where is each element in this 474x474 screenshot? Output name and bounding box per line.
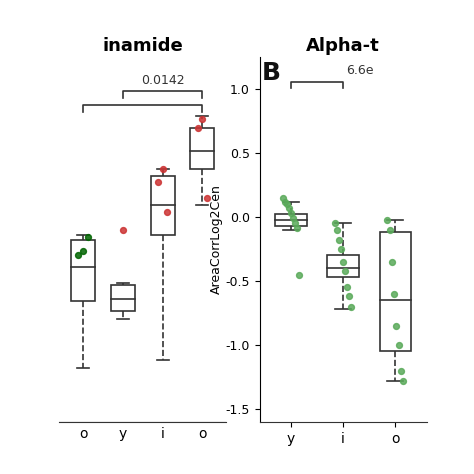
Point (337, 245, 345, 253)
Point (333, 226, 341, 234)
Point (295, 271, 302, 278)
Point (395, 341, 402, 349)
Y-axis label: AreaCorrLog2Cen: AreaCorrLog2Cen (210, 184, 223, 294)
Text: 0.0142: 0.0142 (141, 74, 184, 87)
Point (339, 258, 347, 265)
Bar (71, 240, 95, 301)
Point (74, 251, 82, 258)
Point (154, 178, 162, 185)
Text: 6.6e: 6.6e (346, 64, 373, 77)
Point (343, 283, 351, 291)
Bar (380, 232, 411, 351)
Point (164, 208, 171, 216)
Point (287, 210, 295, 217)
Point (341, 267, 349, 274)
Bar (151, 176, 174, 235)
Point (289, 214, 297, 222)
Point (84, 233, 91, 240)
Point (279, 194, 287, 201)
Point (383, 216, 391, 223)
Point (79, 247, 87, 255)
Point (392, 322, 400, 329)
Point (159, 165, 166, 173)
Point (281, 198, 289, 205)
Point (399, 377, 407, 385)
Point (119, 226, 127, 233)
Point (388, 258, 396, 265)
Title: Alpha-t: Alpha-t (306, 37, 380, 55)
Point (291, 219, 299, 227)
Point (194, 124, 201, 132)
Text: B: B (262, 61, 281, 85)
Point (345, 292, 353, 300)
Point (203, 194, 211, 201)
Title: inamide: inamide (102, 37, 183, 55)
Bar (328, 255, 359, 277)
Point (397, 367, 405, 374)
Point (391, 290, 398, 298)
Point (283, 201, 291, 208)
Point (199, 115, 206, 123)
Point (285, 204, 293, 212)
Bar (191, 128, 214, 169)
Bar (111, 285, 135, 311)
Point (386, 226, 393, 234)
Point (331, 219, 339, 227)
Point (347, 303, 355, 310)
Bar (275, 214, 307, 226)
Point (293, 225, 301, 232)
Point (336, 236, 343, 244)
